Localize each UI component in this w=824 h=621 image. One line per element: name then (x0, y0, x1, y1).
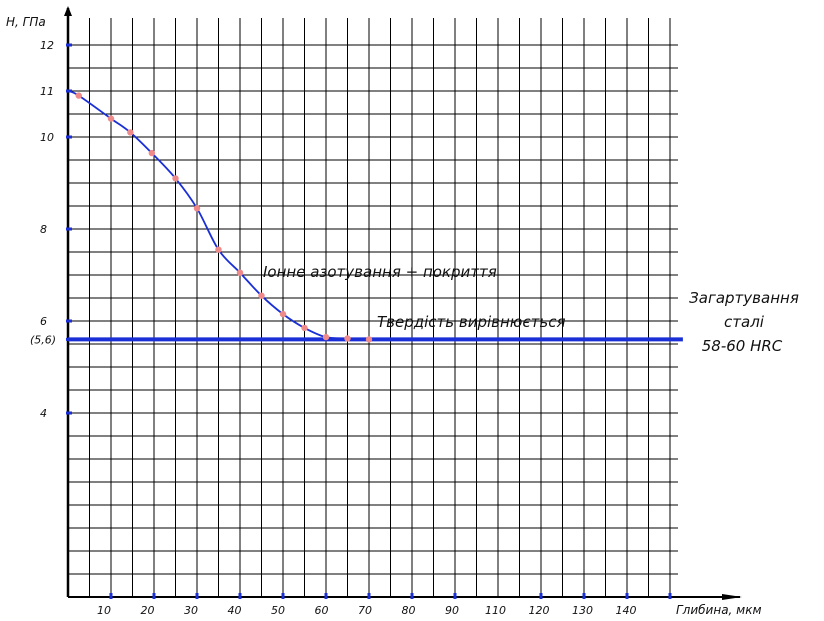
side-label-line-3: 58-60 HRC (702, 337, 783, 355)
x-tick-label: 50 (271, 604, 285, 617)
y-tick-label: 8 (40, 223, 47, 236)
y-axis-title: H, ГПа (6, 15, 46, 29)
markers-group (75, 92, 373, 343)
x-ticks: 10 20 30 40 50 60 70 80 90 110 120 130 140 (97, 593, 672, 617)
x-tick-label: 110 (485, 604, 506, 617)
x-axis-title: Глибина, мкм (676, 603, 762, 617)
side-label-line-2: сталі (724, 313, 765, 331)
data-point (172, 175, 179, 182)
y-tick-label: 12 (40, 39, 54, 52)
data-point (75, 92, 82, 99)
annotation-coating: Іонне азотування + покриття (263, 263, 497, 281)
data-point (344, 335, 351, 342)
data-point (127, 129, 134, 136)
data-point (215, 246, 222, 253)
data-point (365, 336, 373, 343)
data-point (148, 149, 156, 157)
data-point (236, 269, 244, 276)
x-tick-label: 80 (402, 604, 416, 617)
grid (67, 18, 678, 598)
y-tick-label: (5,6) (30, 333, 56, 346)
data-point (193, 205, 201, 212)
x-tick-label: 20 (141, 604, 155, 617)
x-tick-label: 130 (572, 604, 593, 617)
data-point (107, 115, 115, 122)
y-tick-label: 10 (40, 131, 54, 144)
x-tick-label: 120 (529, 604, 550, 617)
y-ticks: 12 11 10 8 6 (5,6) 4 (30, 39, 72, 420)
x-tick-label: 70 (358, 604, 372, 617)
data-point (258, 292, 265, 299)
x-tick-label: 90 (445, 604, 459, 617)
annotation-equalize: Твердість вирівнюється (377, 313, 566, 331)
x-tick-label: 10 (97, 604, 111, 617)
y-axis-arrow (64, 6, 72, 16)
y-tick-label: 4 (40, 407, 47, 420)
x-axis-arrow (722, 594, 742, 600)
x-tick-label: 40 (228, 604, 242, 617)
x-tick-label: 60 (315, 604, 329, 617)
x-tick-label: 30 (184, 604, 198, 617)
axes (64, 6, 742, 600)
data-point (322, 333, 330, 341)
y-tick-label: 11 (40, 85, 54, 98)
data-point (279, 310, 287, 318)
side-label-line-1: Загартування (689, 289, 799, 307)
data-point (301, 324, 308, 332)
y-tick-label: 6 (40, 315, 47, 328)
x-tick-label: 140 (616, 604, 637, 617)
